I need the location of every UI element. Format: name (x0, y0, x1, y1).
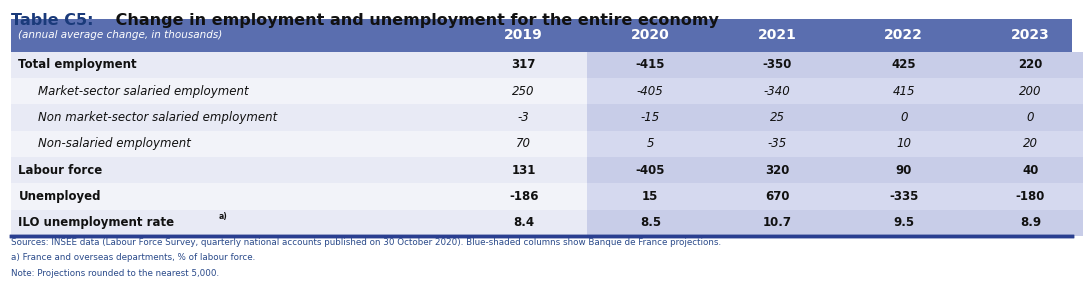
Bar (587, 104, 1083, 131)
Text: 8.4: 8.4 (513, 216, 534, 229)
Text: ILO unemployment rate: ILO unemployment rate (18, 216, 174, 229)
Text: 415: 415 (892, 85, 915, 98)
Text: 131: 131 (511, 164, 536, 177)
Bar (11, 157, 587, 183)
Text: 10.7: 10.7 (762, 216, 792, 229)
Text: (annual average change, in thousands): (annual average change, in thousands) (18, 30, 223, 40)
Text: Unemployed: Unemployed (18, 190, 101, 203)
Text: Table C5:: Table C5: (11, 13, 93, 28)
Text: 5: 5 (647, 137, 654, 150)
Text: a): a) (219, 212, 227, 221)
Text: 2020: 2020 (631, 28, 669, 42)
Text: 670: 670 (765, 190, 790, 203)
Text: 0: 0 (900, 111, 908, 124)
Text: 9.5: 9.5 (893, 216, 914, 229)
Text: -405: -405 (636, 164, 665, 177)
Bar (587, 131, 1083, 157)
Text: 425: 425 (891, 58, 916, 71)
Text: 0: 0 (1027, 111, 1034, 124)
Text: -350: -350 (762, 58, 792, 71)
Bar (587, 157, 1083, 183)
Bar (11, 131, 587, 157)
Text: Labour force: Labour force (18, 164, 103, 177)
Text: 8.5: 8.5 (640, 216, 661, 229)
Bar (11, 210, 587, 236)
Text: Total employment: Total employment (18, 58, 138, 71)
Bar (587, 210, 1083, 236)
Text: 200: 200 (1019, 85, 1042, 98)
Bar (587, 78, 1083, 104)
Bar (11, 78, 587, 104)
Text: 2019: 2019 (505, 28, 543, 42)
Text: Change in employment and unemployment for the entire economy: Change in employment and unemployment fo… (110, 13, 719, 28)
Text: -15: -15 (641, 111, 660, 124)
Text: 70: 70 (517, 137, 531, 150)
Text: Non-salaried employment: Non-salaried employment (38, 137, 191, 150)
Bar (11, 52, 587, 78)
Text: 2023: 2023 (1012, 28, 1049, 42)
Text: 15: 15 (642, 190, 658, 203)
Text: 320: 320 (765, 164, 790, 177)
Text: 10: 10 (897, 137, 911, 150)
Text: -335: -335 (889, 190, 918, 203)
Text: 25: 25 (770, 111, 784, 124)
Bar (11, 183, 587, 210)
Text: Sources: INSEE data (Labour Force Survey, quarterly national accounts published : Sources: INSEE data (Labour Force Survey… (11, 238, 721, 247)
Text: 90: 90 (896, 164, 912, 177)
Bar (11, 19, 1072, 52)
Text: Market-sector salaried employment: Market-sector salaried employment (38, 85, 248, 98)
Bar (587, 183, 1083, 210)
Text: 20: 20 (1023, 137, 1038, 150)
Text: 2021: 2021 (758, 28, 796, 42)
Text: Non market-sector salaried employment: Non market-sector salaried employment (38, 111, 277, 124)
Text: -3: -3 (518, 111, 530, 124)
Text: 250: 250 (512, 85, 535, 98)
Text: 2022: 2022 (885, 28, 923, 42)
Text: -405: -405 (637, 85, 664, 98)
Text: Note: Projections rounded to the nearest 5,000.: Note: Projections rounded to the nearest… (11, 269, 219, 278)
Text: 8.9: 8.9 (1020, 216, 1041, 229)
Text: -415: -415 (636, 58, 665, 71)
Text: 317: 317 (511, 58, 536, 71)
Text: 40: 40 (1022, 164, 1039, 177)
Text: -35: -35 (768, 137, 786, 150)
Text: -340: -340 (764, 85, 791, 98)
Bar (587, 52, 1083, 78)
Text: a) France and overseas departments, % of labour force.: a) France and overseas departments, % of… (11, 253, 256, 263)
Text: -186: -186 (509, 190, 538, 203)
Text: -180: -180 (1016, 190, 1045, 203)
Text: 220: 220 (1018, 58, 1043, 71)
Bar (11, 104, 587, 131)
